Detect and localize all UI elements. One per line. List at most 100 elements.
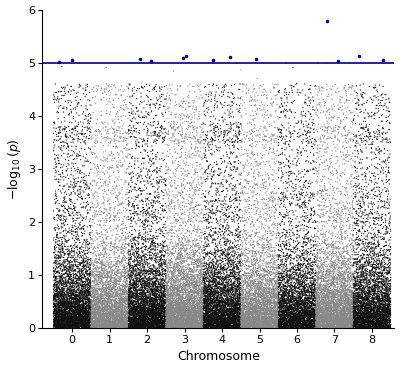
Point <box>152 315 158 321</box>
Point <box>313 303 320 308</box>
Point <box>173 303 179 309</box>
Point <box>350 197 356 203</box>
Point <box>310 310 316 316</box>
Point <box>286 316 293 322</box>
Point <box>92 316 99 322</box>
Point <box>231 250 238 256</box>
Point <box>244 279 250 285</box>
Point <box>124 318 130 324</box>
Point <box>214 280 221 286</box>
Point <box>344 318 350 324</box>
Point <box>182 176 188 182</box>
Point <box>310 315 317 321</box>
Point <box>197 302 203 308</box>
Point <box>344 293 350 299</box>
Point <box>110 285 116 291</box>
Point <box>332 294 339 300</box>
Point <box>115 310 121 316</box>
Point <box>251 316 257 322</box>
Point <box>110 291 116 297</box>
Point <box>356 315 362 321</box>
Point <box>348 277 355 283</box>
Point <box>214 275 220 280</box>
Point <box>369 201 375 207</box>
Point <box>146 302 153 308</box>
Point <box>346 297 352 303</box>
Point <box>80 310 86 316</box>
Point <box>88 112 94 118</box>
Point <box>289 324 295 330</box>
Point <box>60 310 66 316</box>
Point <box>126 314 132 320</box>
Point <box>369 284 376 290</box>
Point <box>320 286 326 292</box>
Point <box>313 305 319 311</box>
Point <box>60 299 66 305</box>
Point <box>90 293 96 299</box>
Point <box>116 297 122 303</box>
Point <box>132 267 138 273</box>
Point <box>173 320 179 326</box>
Point <box>228 114 234 120</box>
Point <box>80 321 87 327</box>
Point <box>358 315 364 321</box>
Point <box>62 278 69 284</box>
Point <box>201 321 207 327</box>
Point <box>240 240 246 246</box>
Point <box>129 312 135 318</box>
Point <box>100 312 106 318</box>
Point <box>298 289 305 295</box>
Point <box>291 269 297 275</box>
Point <box>100 317 106 323</box>
Point <box>56 311 62 317</box>
Point <box>277 311 283 317</box>
Point <box>82 310 88 316</box>
Point <box>276 314 283 320</box>
Point <box>168 265 174 271</box>
Point <box>183 308 190 314</box>
Point <box>150 199 157 205</box>
Point <box>148 319 155 325</box>
Point <box>219 84 226 90</box>
Point <box>136 261 142 267</box>
Point <box>231 133 237 139</box>
Point <box>314 291 320 297</box>
Point <box>359 102 365 108</box>
Point <box>79 204 85 210</box>
Point <box>65 323 72 329</box>
Point <box>174 308 180 314</box>
Point <box>257 282 264 288</box>
Point <box>384 322 390 328</box>
Point <box>190 284 196 290</box>
Point <box>288 319 295 325</box>
Point <box>291 299 297 304</box>
Point <box>246 324 253 330</box>
Point <box>378 304 385 310</box>
Point <box>251 325 258 331</box>
Point <box>264 325 270 331</box>
Point <box>196 140 202 146</box>
Point <box>261 304 268 310</box>
Point <box>56 323 63 329</box>
Point <box>159 315 165 321</box>
Point <box>200 294 206 300</box>
Point <box>319 317 326 323</box>
Point <box>367 300 374 306</box>
Point <box>116 120 122 125</box>
Point <box>331 293 338 299</box>
Point <box>307 289 314 294</box>
Point <box>326 218 332 224</box>
Point <box>224 302 230 308</box>
Point <box>278 323 284 328</box>
Point <box>158 281 164 287</box>
Point <box>148 214 155 220</box>
Point <box>185 306 191 311</box>
Point <box>380 302 387 308</box>
Point <box>294 160 300 166</box>
Point <box>352 321 358 327</box>
Point <box>202 137 209 142</box>
Point <box>168 305 174 311</box>
Point <box>148 318 154 324</box>
Point <box>275 270 282 276</box>
Point <box>103 317 109 323</box>
